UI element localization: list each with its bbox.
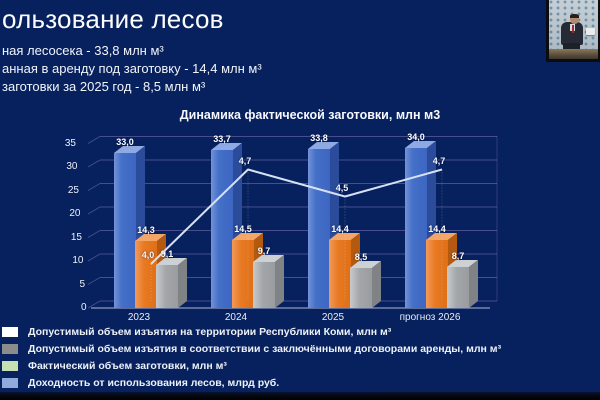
bar-face-front [447, 267, 469, 308]
bar-value-label: 8,5 [354, 252, 368, 263]
bar-face-front [426, 240, 448, 308]
y-axis-tick-label: 10 [72, 255, 84, 266]
legend-swatch [2, 360, 18, 371]
legend-swatch [2, 343, 18, 354]
legend-item-label: Фактический объем заготовки, млн м³ [28, 359, 227, 372]
bar-face-front [405, 148, 427, 308]
chart-legend: Допустимый объем изъятия на территории Р… [2, 326, 501, 394]
bullet-list: ная лесосека - 33,8 млн м³ анная в аренд… [2, 42, 262, 96]
bar-face-front [253, 262, 275, 308]
legend-item-label: Допустимый объем изъятия на территории Р… [28, 325, 392, 338]
line-value-label: 4,5 [335, 182, 349, 193]
bar-gray-2024 [253, 255, 284, 308]
bar-orange-2023 [135, 233, 166, 308]
bar-orange-прогноз 2026 [426, 233, 457, 308]
bar-face-front [350, 268, 372, 308]
x-axis-category-label: 2024 [224, 312, 248, 323]
line-value-label: 4,7 [432, 155, 446, 166]
legend-swatch [2, 377, 18, 388]
legend-swatch [2, 326, 18, 337]
bar-value-label: 33,0 [116, 136, 134, 147]
speaker-silhouette [561, 22, 583, 45]
name-card [586, 28, 595, 35]
y-axis-tick-label: 25 [67, 184, 79, 196]
y-axis-tick-label: 30 [66, 161, 78, 172]
bar-value-label: 14,3 [137, 224, 155, 235]
video-scene [549, 0, 598, 59]
bar-face-front [308, 149, 330, 308]
legend-item: Допустимый объем изъятия на территории Р… [2, 325, 501, 338]
bar-face-front [329, 240, 351, 308]
legend-item: Фактический объем заготовки, млн м³ [2, 359, 501, 372]
furniture [549, 49, 598, 59]
speaker-tie [572, 25, 574, 33]
x-axis-category-label: 2023 [127, 312, 151, 323]
legend-item-label: Допустимый объем изъятия в соответствии … [28, 342, 502, 355]
bar-gray-2025 [350, 261, 381, 308]
bar-value-label: 9,1 [160, 249, 174, 260]
bar-orange-2025 [329, 233, 360, 308]
y-axis-tick-label: 5 [79, 278, 85, 290]
y-axis-tick-label: 0 [80, 302, 87, 313]
bar-value-label: 9,7 [257, 246, 271, 257]
bullet-item: анная в аренду под заготовку - 14,4 млн … [2, 61, 262, 76]
bar-face-front [114, 152, 136, 308]
bullet-item: заготовки за 2025 год - 8,5 млн м³ [2, 79, 206, 94]
bar-value-label: 33,8 [310, 133, 328, 144]
bar-gray-прогноз 2026 [447, 260, 478, 308]
speaker-head [570, 14, 579, 24]
bar-face-front [156, 265, 178, 308]
bar-face-front [232, 239, 254, 308]
x-axis-category-label: 2025 [321, 312, 345, 323]
bar-value-label: 8,7 [451, 251, 465, 262]
bar-value-label: 14,4 [331, 224, 349, 235]
x-axis-category-label: прогноз 2026 [399, 312, 461, 323]
legend-item: Доходность от использования лесов, млрд … [2, 376, 501, 389]
chart-title: Динамика фактической заготовки, млн м3 [179, 108, 441, 122]
legend-item-label: Доходность от использования лесов, млрд … [28, 376, 280, 389]
y-axis-tick-label: 35 [64, 137, 76, 149]
bar-blue-прогноз 2026 [405, 141, 436, 308]
bar-value-label: 33,7 [213, 133, 231, 144]
bar-gray-2023 [156, 258, 187, 308]
y-axis-tick-label: 20 [69, 208, 81, 219]
bar-blue-2025 [308, 142, 339, 308]
bar-blue-2023 [114, 145, 145, 308]
line-series [150, 168, 443, 301]
bar-face-front [135, 240, 157, 308]
line-value-label: 4,0 [141, 250, 155, 260]
y-axis-tick-label: 15 [70, 231, 82, 243]
bar-chart: 0 5 10 15 20 25 30 35 33,0 33,7 33,8 34,0 14,3 14,5 14… [60, 128, 505, 328]
slide-title: ользование лесов [2, 4, 224, 34]
video-thumbnail[interactable] [546, 0, 600, 62]
bar-value-label: 14,5 [234, 223, 252, 234]
bar-value-label: 34,0 [407, 132, 425, 143]
bar-orange-2024 [232, 232, 263, 308]
bullet-item: ная лесосека - 33,8 млн м³ [2, 43, 164, 58]
bar-value-label: 14,4 [428, 224, 446, 235]
letterbox-bar [0, 392, 600, 400]
legend-item: Допустимый объем изъятия в соответствии … [2, 342, 502, 355]
line-value-label: 4,7 [238, 155, 252, 166]
speaker-hair [570, 14, 579, 18]
